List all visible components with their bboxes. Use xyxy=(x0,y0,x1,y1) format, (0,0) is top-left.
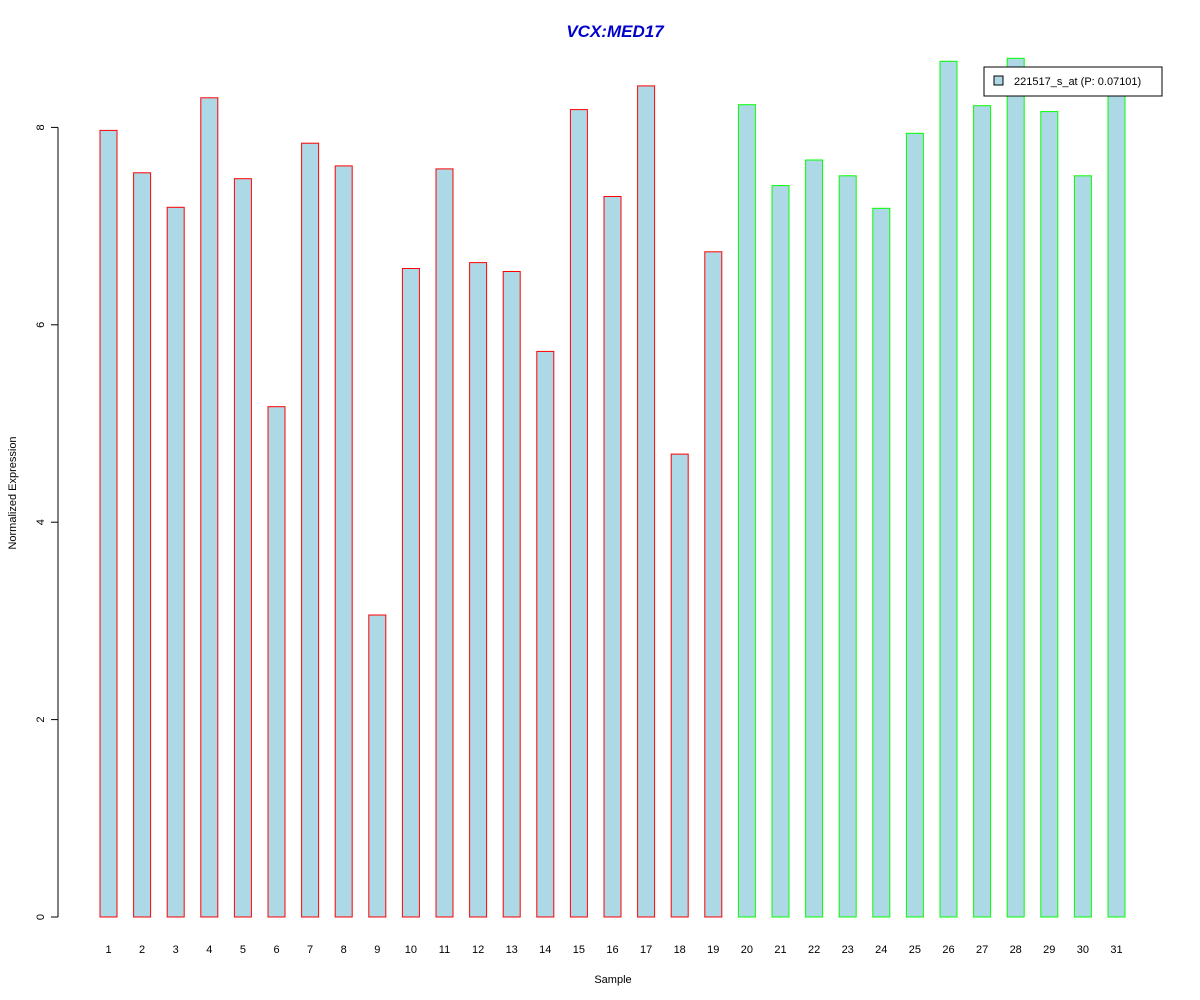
x-tick-label: 3 xyxy=(173,944,179,956)
x-tick-label: 22 xyxy=(808,944,820,956)
x-tick-label: 19 xyxy=(707,944,719,956)
x-tick-label: 30 xyxy=(1077,944,1089,956)
chart-title: VCX:MED17 xyxy=(566,22,665,41)
bar-2 xyxy=(133,172,152,918)
bar-11 xyxy=(435,168,454,918)
x-tick-label: 12 xyxy=(472,944,484,956)
x-tick-label: 18 xyxy=(674,944,686,956)
bar-23 xyxy=(838,175,857,918)
bar-21 xyxy=(771,185,790,918)
legend-label: 221517_s_at (P: 0.07101) xyxy=(1014,76,1141,88)
x-axis: 1 2 3 4 5 6 7 8 9 10 11 12 13 14 15 16 17 18 19 20 21 22 23 24 2… xyxy=(105,944,1122,956)
x-tick-label: 9 xyxy=(374,944,380,956)
bar-10 xyxy=(401,268,420,918)
x-tick-label: 28 xyxy=(1010,944,1022,956)
bar-15 xyxy=(569,109,588,918)
bars-group xyxy=(99,57,1126,918)
bar-12 xyxy=(469,262,488,918)
x-tick-label: 2 xyxy=(139,944,145,956)
x-tick-label: 13 xyxy=(506,944,518,956)
x-tick-label: 31 xyxy=(1110,944,1122,956)
x-tick-label: 15 xyxy=(573,944,585,956)
bar-8 xyxy=(334,165,353,918)
legend-swatch xyxy=(993,75,1004,86)
x-tick-label: 27 xyxy=(976,944,988,956)
y-axis-label: Normalized Expression xyxy=(7,436,19,549)
bar-24 xyxy=(872,207,891,918)
x-tick-label: 25 xyxy=(909,944,921,956)
x-tick-label: 20 xyxy=(741,944,753,956)
x-tick-label: 5 xyxy=(240,944,246,956)
bar-4 xyxy=(200,97,219,918)
bar-7 xyxy=(301,142,320,918)
bar-9 xyxy=(368,614,387,918)
x-tick-label: 6 xyxy=(273,944,279,956)
x-tick-label: 29 xyxy=(1043,944,1055,956)
bar-26 xyxy=(939,60,958,918)
x-tick-label: 16 xyxy=(606,944,618,956)
legend-box xyxy=(983,66,1163,97)
x-axis-label: Sample xyxy=(594,974,631,986)
bar-31 xyxy=(1107,87,1126,918)
y-axis: 0 2 4 6 8 xyxy=(35,124,59,920)
bar-28 xyxy=(1006,57,1025,918)
bar-13 xyxy=(502,271,521,918)
bar-5 xyxy=(233,178,252,918)
y-tick-label: 8 xyxy=(35,124,47,130)
bar-17 xyxy=(637,85,656,918)
bar-14 xyxy=(536,350,555,918)
x-tick-label: 7 xyxy=(307,944,313,956)
x-tick-label: 4 xyxy=(206,944,212,956)
x-tick-label: 24 xyxy=(875,944,887,956)
x-tick-label: 17 xyxy=(640,944,652,956)
x-tick-label: 8 xyxy=(341,944,347,956)
y-tick-label: 4 xyxy=(35,519,47,525)
y-tick-label: 0 xyxy=(35,914,47,920)
bar-22 xyxy=(805,159,824,918)
x-tick-label: 23 xyxy=(842,944,854,956)
bar-20 xyxy=(737,104,756,918)
x-tick-label: 11 xyxy=(439,944,450,956)
bar-6 xyxy=(267,406,286,918)
x-tick-label: 21 xyxy=(774,944,786,956)
bar-18 xyxy=(670,453,689,918)
bar-1 xyxy=(99,129,118,918)
bar-25 xyxy=(905,132,924,918)
x-tick-label: 26 xyxy=(942,944,954,956)
bar-29 xyxy=(1040,111,1059,918)
y-tick-label: 6 xyxy=(35,322,47,328)
x-tick-label: 10 xyxy=(405,944,417,956)
legend: 221517_s_at (P: 0.07101) xyxy=(983,66,1163,97)
bar-27 xyxy=(973,105,992,918)
bar-16 xyxy=(603,196,622,918)
bar-30 xyxy=(1073,175,1092,918)
bar-3 xyxy=(166,206,185,918)
bar-19 xyxy=(704,251,723,918)
y-tick-label: 2 xyxy=(35,717,47,723)
x-tick-label: 1 xyxy=(105,944,111,956)
x-tick-label: 14 xyxy=(539,944,551,956)
